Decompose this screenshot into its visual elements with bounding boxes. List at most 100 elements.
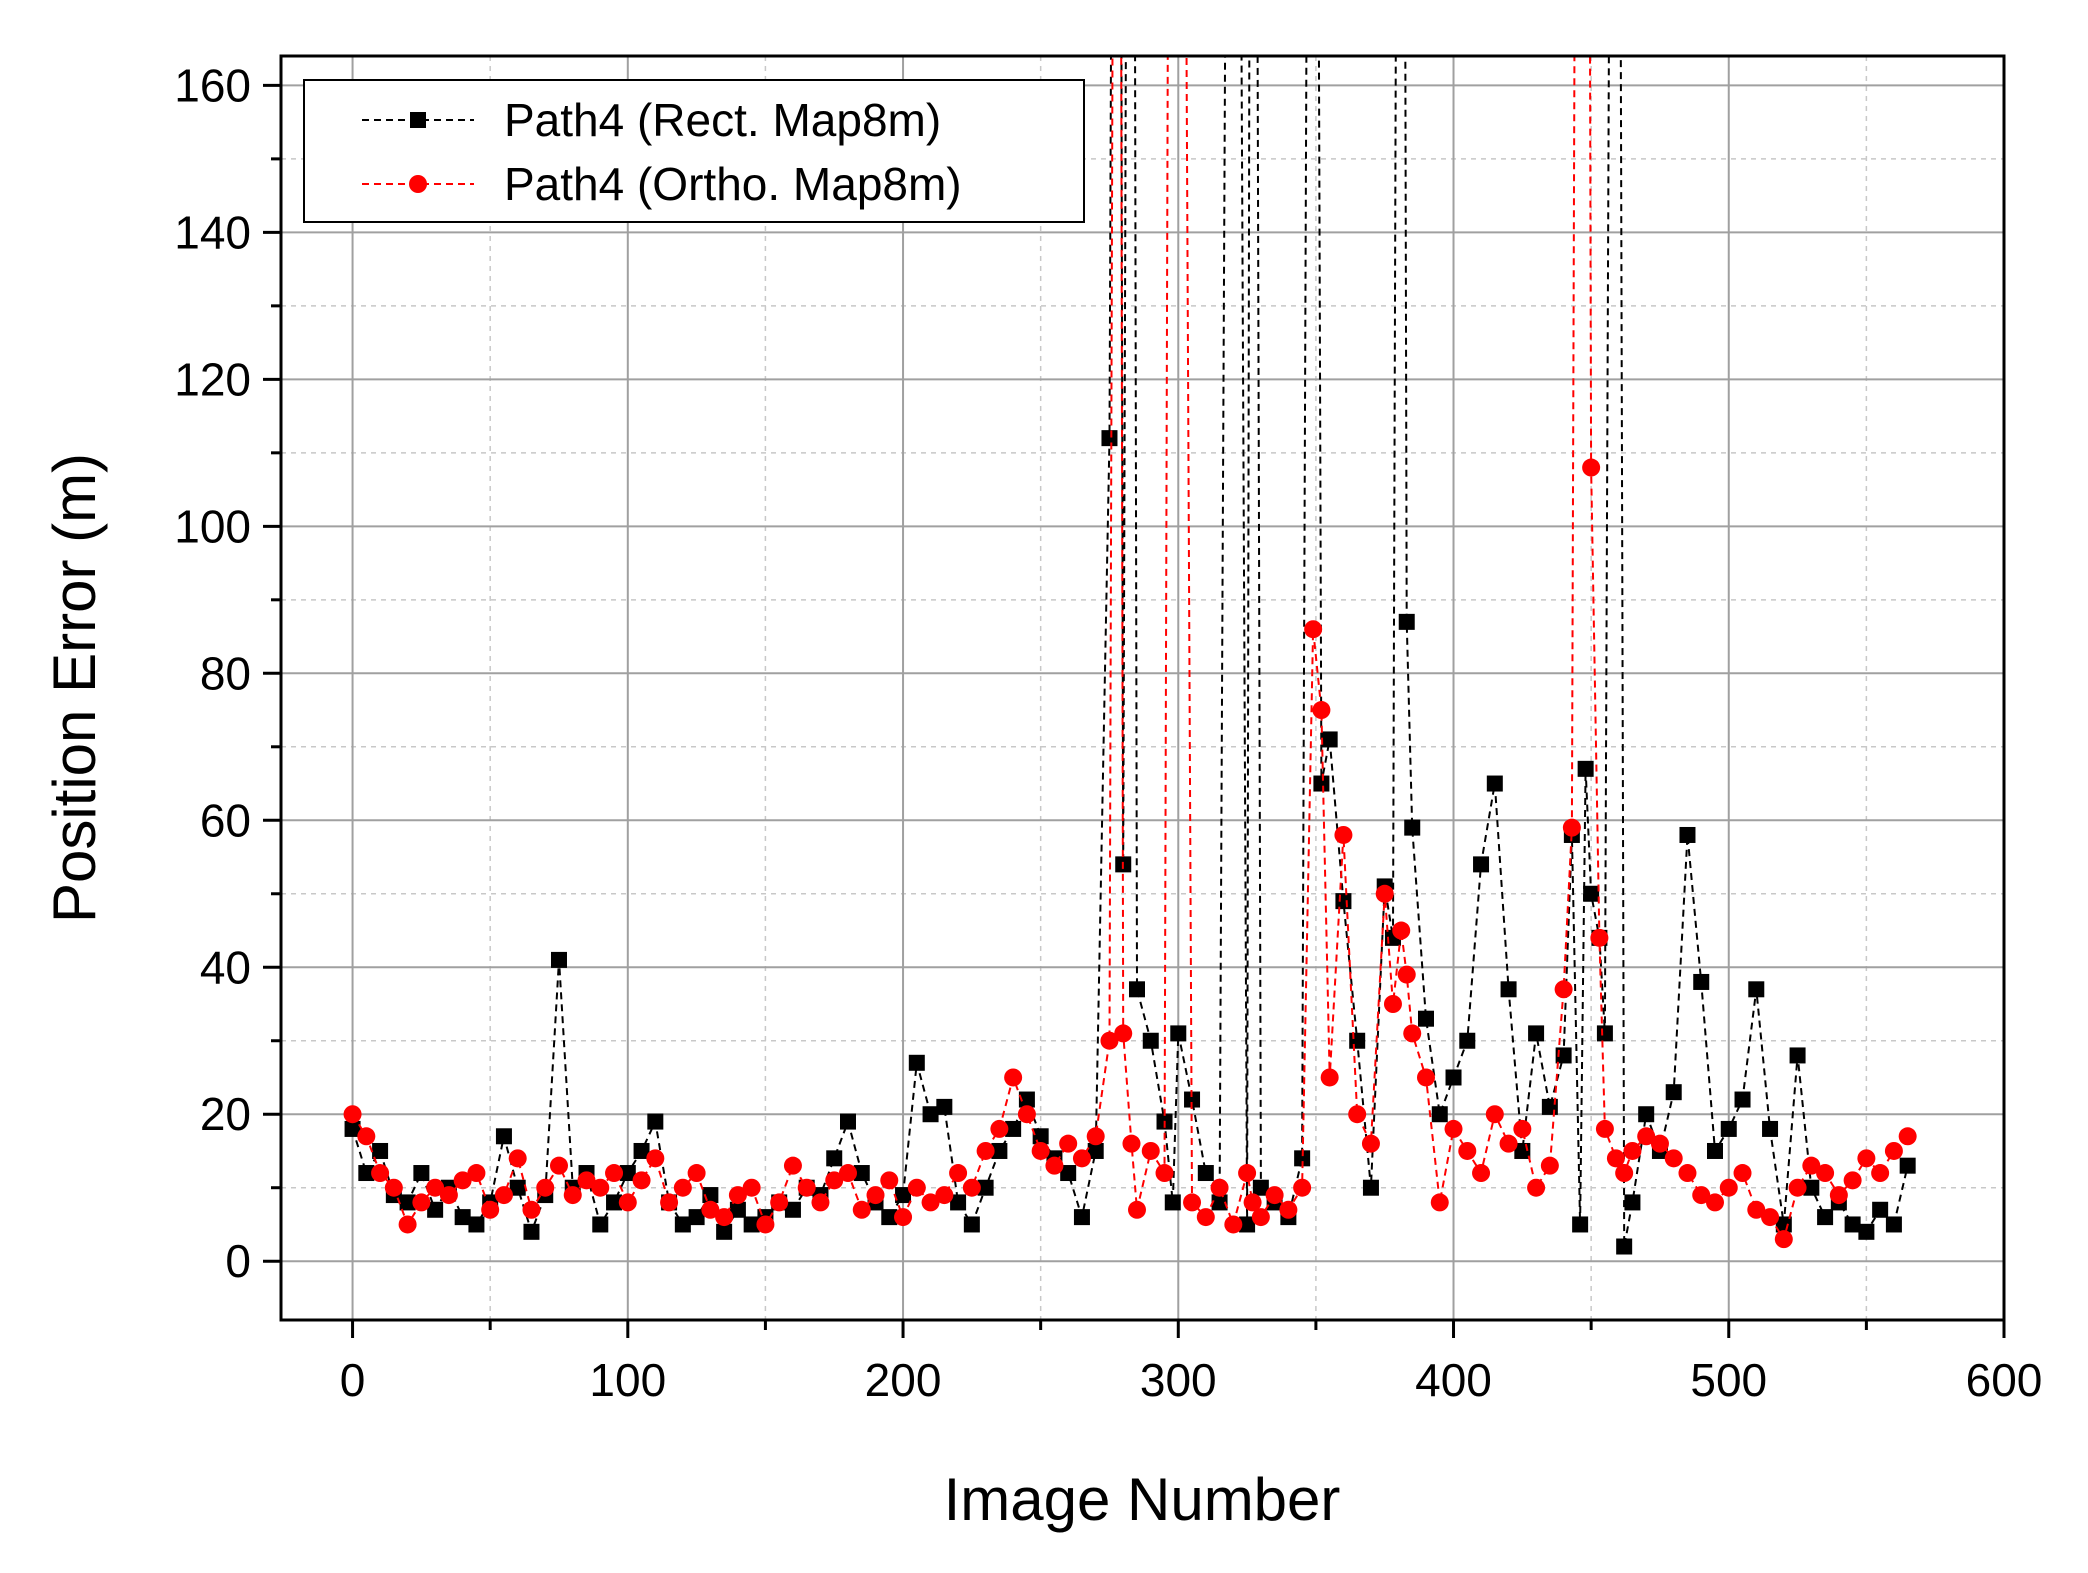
marker [1086, 1127, 1105, 1146]
marker [1788, 1178, 1807, 1197]
marker [825, 1171, 844, 1190]
marker [605, 1164, 624, 1183]
marker [523, 1223, 540, 1240]
marker [1748, 981, 1765, 998]
marker [1321, 731, 1338, 748]
marker [591, 1178, 610, 1197]
marker [976, 1141, 995, 1160]
marker [1404, 819, 1421, 836]
marker [1499, 1134, 1518, 1153]
marker [1196, 1208, 1215, 1227]
marker [1719, 1178, 1738, 1197]
marker [1774, 1230, 1793, 1249]
marker [1005, 1120, 1022, 1137]
marker [1802, 1156, 1821, 1175]
marker [1679, 826, 1696, 843]
marker [1101, 430, 1118, 447]
marker [1032, 1128, 1049, 1145]
marker [1761, 1208, 1780, 1227]
marker [1590, 928, 1609, 947]
y-tick-label: 160 [174, 59, 251, 111]
marker [646, 1149, 665, 1168]
marker [1624, 1194, 1641, 1211]
marker [922, 1106, 939, 1123]
x-tick-label: 600 [1966, 1354, 2043, 1406]
marker [866, 1186, 885, 1205]
marker [673, 1178, 692, 1197]
marker [895, 1187, 912, 1204]
marker [1693, 973, 1710, 990]
marker [1528, 1025, 1545, 1042]
marker [921, 1193, 940, 1212]
marker [715, 1208, 734, 1227]
marker [880, 1171, 899, 1190]
plot-area [343, 56, 1917, 1255]
marker [1527, 1178, 1546, 1197]
marker [413, 1165, 430, 1182]
marker [343, 1105, 362, 1124]
marker [1554, 980, 1573, 999]
y-tick-label: 60 [200, 794, 251, 846]
marker [1294, 1150, 1311, 1167]
marker [1616, 1238, 1633, 1255]
marker [1252, 1179, 1269, 1196]
marker [1486, 775, 1503, 792]
marker [536, 1178, 555, 1197]
marker [398, 1215, 417, 1234]
marker [1348, 1105, 1367, 1124]
marker [1885, 1216, 1902, 1233]
marker [784, 1201, 801, 1218]
marker [1829, 1186, 1848, 1205]
marker [1473, 856, 1490, 873]
marker [716, 1223, 733, 1240]
marker [977, 1179, 994, 1196]
marker [468, 1216, 485, 1233]
marker [1898, 1127, 1917, 1146]
marker [1596, 1025, 1613, 1042]
y-tick-label: 100 [174, 500, 251, 552]
marker [454, 1209, 471, 1226]
marker [358, 1165, 375, 1182]
y-tick-label: 80 [200, 647, 251, 699]
marker [1775, 1216, 1792, 1233]
marker [990, 1119, 1009, 1138]
legend: Path4 (Rect. Map8m) Path4 (Ortho. Map8m) [303, 79, 1085, 223]
marker [494, 1186, 513, 1205]
marker [1398, 613, 1415, 630]
marker [1431, 1106, 1448, 1123]
marker [439, 1186, 458, 1205]
marker [811, 1193, 830, 1212]
marker [1733, 1164, 1752, 1183]
marker [936, 1098, 953, 1115]
marker [618, 1193, 637, 1212]
marker [1087, 1142, 1104, 1159]
marker [1313, 775, 1330, 792]
marker [1583, 885, 1600, 902]
marker [1572, 1216, 1589, 1233]
marker [550, 951, 567, 968]
marker [1705, 1193, 1724, 1212]
marker [797, 1178, 816, 1197]
marker [1017, 1105, 1036, 1124]
marker [1243, 1193, 1262, 1212]
marker [701, 1200, 720, 1219]
marker [1334, 825, 1353, 844]
marker [1170, 1025, 1187, 1042]
marker [894, 1208, 913, 1227]
marker [1197, 1165, 1214, 1182]
marker [1397, 965, 1416, 984]
marker [1606, 1149, 1625, 1168]
marker [344, 1120, 361, 1137]
marker [1803, 1179, 1820, 1196]
marker [357, 1127, 376, 1146]
marker [742, 1178, 761, 1197]
marker [1059, 1134, 1078, 1153]
marker [687, 1164, 706, 1183]
marker [1444, 1119, 1463, 1138]
marker [1210, 1178, 1229, 1197]
marker [633, 1142, 650, 1159]
marker [563, 1186, 582, 1205]
marker [688, 1209, 705, 1226]
